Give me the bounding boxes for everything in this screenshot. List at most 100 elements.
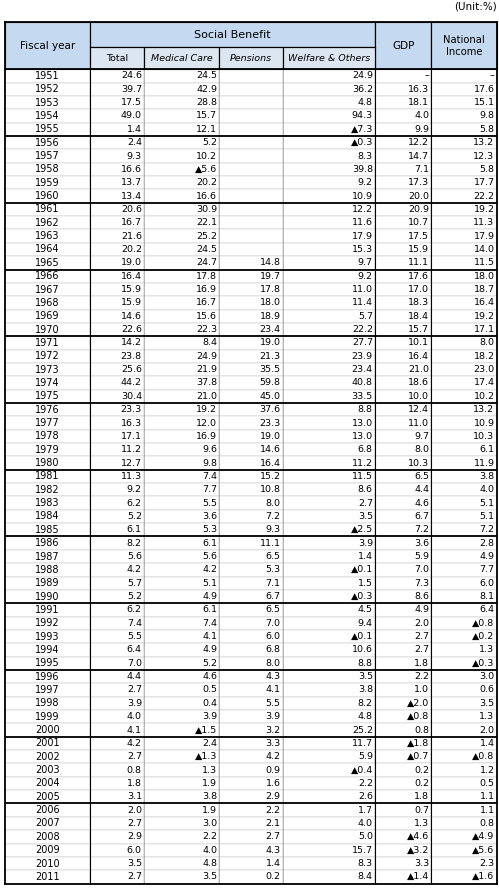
Bar	[144, 430, 220, 443]
Bar	[431, 123, 497, 136]
Text: 18.6: 18.6	[408, 378, 429, 387]
Bar	[220, 350, 283, 363]
Bar	[283, 550, 375, 563]
Bar	[90, 830, 144, 844]
Text: 4.2: 4.2	[127, 739, 142, 748]
Text: ▲1.6: ▲1.6	[472, 872, 495, 882]
Bar	[5, 390, 90, 403]
Bar	[220, 536, 283, 550]
Bar	[90, 176, 144, 189]
Bar	[144, 123, 220, 136]
Bar	[90, 817, 144, 830]
Text: 3.0: 3.0	[202, 819, 218, 828]
Bar	[431, 22, 497, 69]
Bar	[144, 189, 220, 202]
Text: 19.0: 19.0	[259, 432, 281, 440]
Bar	[431, 817, 497, 830]
Bar	[90, 403, 144, 416]
Bar	[90, 269, 144, 283]
Text: 1.3: 1.3	[414, 819, 429, 828]
Bar	[144, 390, 220, 403]
Bar	[220, 724, 283, 737]
Bar	[90, 163, 144, 176]
Text: 6.1: 6.1	[127, 526, 142, 535]
Text: 35.5: 35.5	[259, 365, 281, 374]
Bar	[431, 456, 497, 470]
Bar	[90, 149, 144, 163]
Text: 21.6: 21.6	[121, 232, 142, 241]
Text: 2.8: 2.8	[480, 539, 495, 548]
Bar	[90, 229, 144, 242]
Bar	[375, 337, 431, 350]
Bar	[220, 83, 283, 96]
Bar	[375, 764, 431, 777]
Text: 13.0: 13.0	[352, 432, 373, 440]
Bar	[431, 350, 497, 363]
Text: 14.2: 14.2	[121, 338, 142, 347]
Text: 4.0: 4.0	[358, 819, 373, 828]
Text: 1956: 1956	[35, 138, 60, 147]
Bar	[144, 377, 220, 390]
Bar	[220, 804, 283, 817]
Text: 5.6: 5.6	[203, 552, 218, 561]
Text: 6.4: 6.4	[480, 606, 495, 614]
Text: 8.8: 8.8	[358, 405, 373, 414]
Bar	[431, 576, 497, 590]
Bar	[375, 483, 431, 496]
Text: 20.2: 20.2	[121, 245, 142, 254]
Bar	[431, 764, 497, 777]
Bar	[5, 697, 90, 710]
Text: 6.1: 6.1	[203, 539, 218, 548]
Bar	[431, 83, 497, 96]
Text: 8.0: 8.0	[480, 338, 495, 347]
Text: 19.0: 19.0	[121, 258, 142, 267]
Text: 5.1: 5.1	[480, 512, 495, 521]
Bar	[375, 242, 431, 256]
Text: 4.6: 4.6	[414, 498, 429, 508]
Text: 16.4: 16.4	[121, 272, 142, 281]
Bar	[431, 670, 497, 684]
Bar	[283, 337, 375, 350]
Bar	[283, 684, 375, 697]
Bar	[431, 790, 497, 804]
Text: 1.8: 1.8	[414, 792, 429, 801]
Text: 9.3: 9.3	[127, 152, 142, 161]
Bar	[144, 656, 220, 670]
Text: 6.0: 6.0	[265, 632, 281, 641]
Text: 1997: 1997	[35, 685, 60, 695]
Bar	[375, 443, 431, 456]
Text: 2002: 2002	[35, 752, 60, 762]
Bar	[144, 670, 220, 684]
Text: GDP: GDP	[392, 41, 414, 51]
Bar	[5, 576, 90, 590]
Text: 23.9: 23.9	[352, 352, 373, 361]
Text: ▲0.3: ▲0.3	[350, 592, 373, 601]
Text: 94.3: 94.3	[352, 112, 373, 121]
Text: 1981: 1981	[35, 472, 60, 481]
Text: 2.2: 2.2	[265, 805, 281, 814]
Text: ▲0.8: ▲0.8	[472, 752, 495, 761]
Bar	[144, 750, 220, 764]
Bar	[90, 870, 144, 884]
Bar	[144, 256, 220, 269]
Text: ▲0.2: ▲0.2	[472, 632, 495, 641]
Text: 2000: 2000	[35, 725, 60, 735]
Bar	[90, 764, 144, 777]
Text: 11.5: 11.5	[352, 472, 373, 481]
Text: 2003: 2003	[35, 765, 60, 775]
Text: 39.8: 39.8	[352, 165, 373, 174]
Text: 18.1: 18.1	[408, 99, 429, 107]
Text: 1992: 1992	[35, 618, 60, 628]
Bar	[375, 616, 431, 630]
Bar	[144, 523, 220, 536]
Text: 6.5: 6.5	[265, 606, 281, 614]
Text: 23.8: 23.8	[121, 352, 142, 361]
Bar	[283, 202, 375, 216]
Text: 10.6: 10.6	[352, 646, 373, 654]
Text: 9.2: 9.2	[127, 485, 142, 495]
Text: 1985: 1985	[35, 525, 60, 535]
Text: 10.2: 10.2	[197, 152, 218, 161]
Bar	[283, 403, 375, 416]
Text: 19.7: 19.7	[259, 272, 281, 281]
Bar	[144, 456, 220, 470]
